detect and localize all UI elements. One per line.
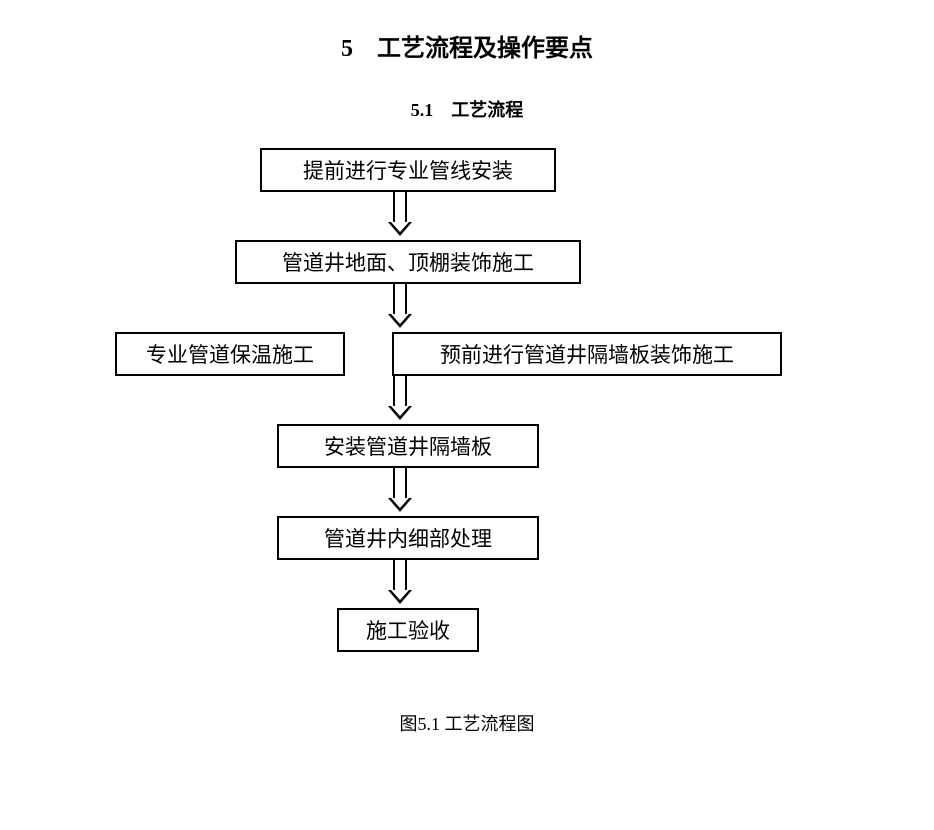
flowchart-node: 安装管道井隔墙板 xyxy=(277,424,539,468)
flowchart-node: 管道井内细部处理 xyxy=(277,516,539,560)
flowchart-node: 提前进行专业管线安装 xyxy=(260,148,556,192)
arrow-head-icon xyxy=(388,222,412,236)
arrow-stem xyxy=(393,468,407,498)
flowchart-container: 提前进行专业管线安装管道井地面、顶棚装饰施工专业管道保温施工 预前进行管道井隔墙板… xyxy=(0,148,934,748)
flowchart-node: 施工验收 xyxy=(337,608,479,652)
flowchart-node: 管道井地面、顶棚装饰施工 xyxy=(235,240,581,284)
figure-caption: 图5.1 工艺流程图 xyxy=(0,710,934,736)
section-heading-text: 5 工艺流程及操作要点 xyxy=(341,36,593,62)
flowchart-arrow xyxy=(388,192,412,236)
flowchart-arrow xyxy=(388,284,412,328)
arrow-head-icon xyxy=(388,314,412,328)
flowchart-arrow xyxy=(388,376,412,420)
arrow-head-icon xyxy=(388,498,412,512)
subsection-heading-text: 5.1 工艺流程 xyxy=(411,100,524,120)
section-heading: 5 工艺流程及操作要点 xyxy=(0,28,934,63)
flowchart-node: 预前进行管道井隔墙板装饰施工 xyxy=(392,332,782,376)
arrow-stem xyxy=(393,560,407,590)
flowchart-arrow xyxy=(388,468,412,512)
arrow-head-icon xyxy=(388,590,412,604)
arrow-stem xyxy=(393,192,407,222)
subsection-heading: 5.1 工艺流程 xyxy=(0,96,934,122)
arrow-stem xyxy=(393,284,407,314)
flowchart-node: 专业管道保温施工 xyxy=(115,332,345,376)
arrow-stem xyxy=(393,376,407,406)
arrow-head-icon xyxy=(388,406,412,420)
flowchart-arrow xyxy=(388,560,412,604)
figure-caption-text: 图5.1 工艺流程图 xyxy=(400,714,535,734)
